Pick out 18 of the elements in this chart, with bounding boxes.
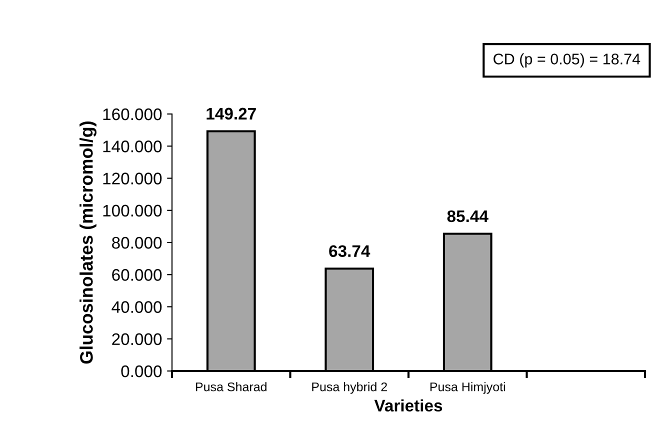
x-tick-label: Pusa Himjyoti (430, 382, 505, 394)
y-tick-label: 60.000 (112, 269, 162, 281)
data-label: 85.44 (447, 210, 488, 222)
y-axis-title: Glucosinolates (micromol/g) (80, 121, 96, 364)
x-tick-label: Pusa hybrid 2 (312, 382, 387, 394)
y-tick-label: 80.000 (112, 236, 162, 249)
data-label: 149.27 (206, 108, 256, 120)
y-tick-label: 20.000 (112, 333, 162, 346)
y-tick-label: 120.000 (103, 172, 162, 184)
y-tick-label: 100.000 (103, 204, 162, 217)
x-axis-title: Varieties (374, 399, 442, 412)
y-tick-label: 160.000 (103, 108, 162, 120)
x-tick-label: Pusa Sharad (196, 382, 266, 392)
y-tick-label: 140.000 (103, 140, 162, 152)
y-tick-label: 0.000 (121, 365, 162, 378)
data-label: 63.74 (329, 245, 370, 258)
text: CD (p = 0.05) = 18.74 (494, 53, 640, 68)
y-tick-label: 40.000 (112, 301, 162, 313)
